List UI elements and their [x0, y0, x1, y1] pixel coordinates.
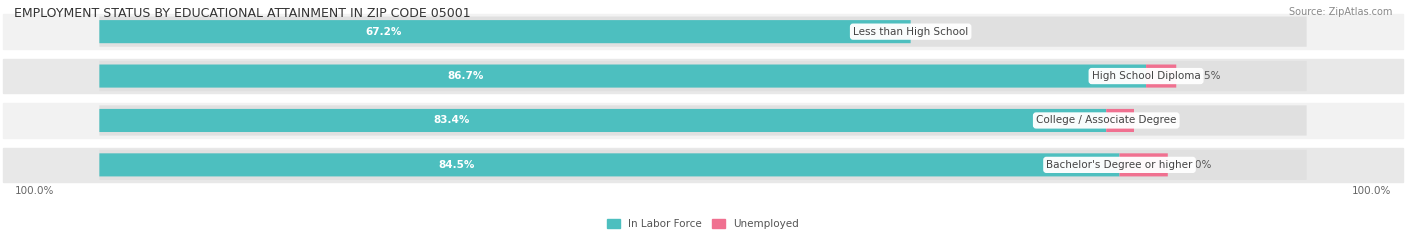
- FancyBboxPatch shape: [100, 109, 1107, 132]
- FancyBboxPatch shape: [1107, 109, 1135, 132]
- Text: 0.0%: 0.0%: [935, 27, 962, 37]
- Bar: [3, 103, 1403, 138]
- Text: 67.2%: 67.2%: [366, 27, 402, 37]
- FancyBboxPatch shape: [100, 17, 1306, 47]
- FancyBboxPatch shape: [100, 65, 1146, 88]
- Text: Bachelor's Degree or higher: Bachelor's Degree or higher: [1046, 160, 1192, 170]
- Text: High School Diploma: High School Diploma: [1091, 71, 1201, 81]
- Text: 83.4%: 83.4%: [433, 116, 470, 125]
- Text: 2.5%: 2.5%: [1194, 71, 1220, 81]
- FancyBboxPatch shape: [100, 153, 1119, 176]
- Text: 4.0%: 4.0%: [1185, 160, 1212, 170]
- Text: 86.7%: 86.7%: [447, 71, 484, 81]
- FancyBboxPatch shape: [100, 150, 1306, 180]
- Text: 2.3%: 2.3%: [1152, 116, 1178, 125]
- Text: 100.0%: 100.0%: [1351, 186, 1391, 196]
- FancyBboxPatch shape: [100, 105, 1306, 136]
- Bar: [3, 147, 1403, 182]
- Text: Source: ZipAtlas.com: Source: ZipAtlas.com: [1288, 7, 1392, 17]
- Text: 100.0%: 100.0%: [15, 186, 55, 196]
- Bar: [3, 14, 1403, 49]
- Text: EMPLOYMENT STATUS BY EDUCATIONAL ATTAINMENT IN ZIP CODE 05001: EMPLOYMENT STATUS BY EDUCATIONAL ATTAINM…: [14, 7, 471, 20]
- Bar: [3, 59, 1403, 93]
- Legend: In Labor Force, Unemployed: In Labor Force, Unemployed: [603, 215, 803, 233]
- FancyBboxPatch shape: [1146, 65, 1177, 88]
- Text: 84.5%: 84.5%: [439, 160, 475, 170]
- FancyBboxPatch shape: [100, 20, 911, 43]
- Text: College / Associate Degree: College / Associate Degree: [1036, 116, 1177, 125]
- Text: Less than High School: Less than High School: [853, 27, 969, 37]
- FancyBboxPatch shape: [1119, 153, 1168, 176]
- FancyBboxPatch shape: [100, 61, 1306, 91]
